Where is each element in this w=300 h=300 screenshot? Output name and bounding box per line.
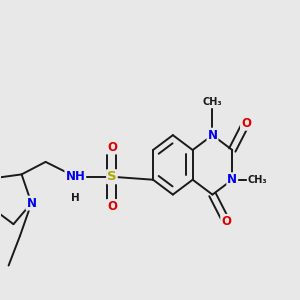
Text: N: N bbox=[227, 173, 237, 186]
Text: CH₃: CH₃ bbox=[248, 175, 267, 185]
Text: O: O bbox=[107, 140, 117, 154]
Text: S: S bbox=[107, 170, 117, 183]
Text: O: O bbox=[107, 200, 117, 213]
Text: N: N bbox=[208, 129, 218, 142]
Text: CH₃: CH₃ bbox=[203, 98, 222, 107]
Text: N: N bbox=[26, 196, 36, 210]
Text: O: O bbox=[221, 215, 231, 228]
Text: NH: NH bbox=[65, 170, 85, 183]
Text: H: H bbox=[71, 193, 80, 202]
Text: O: O bbox=[241, 117, 251, 130]
